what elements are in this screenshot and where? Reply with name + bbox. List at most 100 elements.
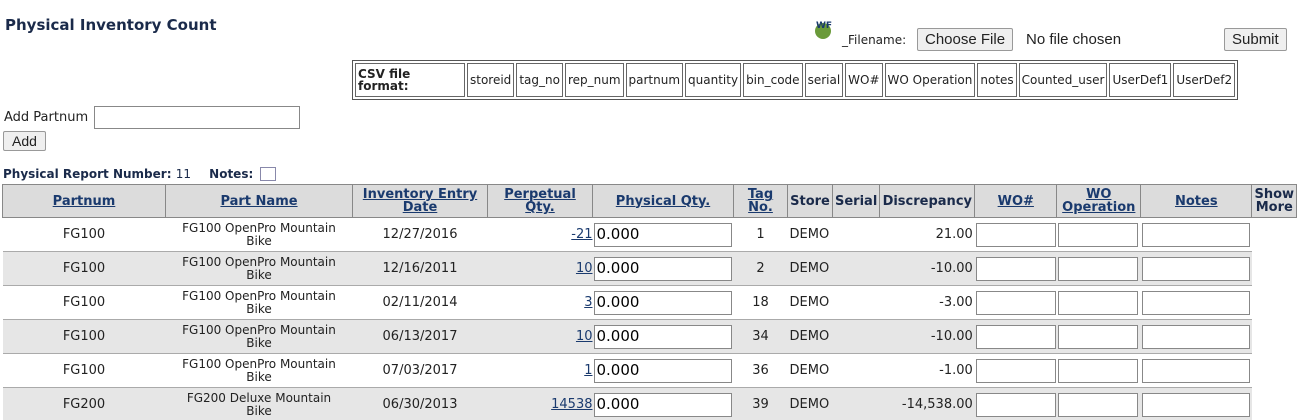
- physical-qty-input[interactable]: 0.000: [593, 324, 732, 349]
- column-header: Show More: [1251, 184, 1298, 218]
- sort-link[interactable]: Partnum: [52, 193, 116, 209]
- cell: 36: [733, 353, 788, 388]
- wo-input[interactable]: [975, 392, 1056, 417]
- cell: 02/11/2014: [352, 285, 488, 320]
- wo-input[interactable]: [975, 290, 1056, 315]
- cell: 06/13/2017: [352, 319, 488, 354]
- cell: DEMO: [787, 387, 833, 420]
- wo-input[interactable]: [975, 358, 1056, 383]
- physical-qty-input[interactable]: 0.000: [593, 392, 732, 417]
- cell: [1140, 217, 1252, 252]
- wo-operation-input[interactable]: [1057, 392, 1138, 417]
- perpetual-qty[interactable]: -21: [571, 227, 593, 242]
- sort-link[interactable]: WO#: [997, 193, 1034, 209]
- wo-input[interactable]: [975, 324, 1056, 349]
- csv-column: bin_code: [743, 63, 803, 97]
- notes-input[interactable]: [1141, 256, 1250, 281]
- cell: 34: [733, 319, 788, 354]
- cell: [1056, 353, 1141, 388]
- sort-link[interactable]: WO Operation: [1062, 187, 1136, 215]
- cell: FG100: [2, 319, 166, 354]
- table-row: FG100 FG100 OpenPro Mountain Bike 06/13/20…: [2, 319, 1297, 354]
- discrepancy: -14,538.00: [901, 397, 973, 412]
- cell: [832, 251, 880, 286]
- column-header: Physical Qty.: [592, 184, 734, 218]
- sort-link[interactable]: Inventory Entry Date: [362, 187, 478, 215]
- sort-link[interactable]: Physical Qty.: [615, 193, 711, 209]
- empty-cell: [1251, 319, 1297, 354]
- tag-no: 18: [752, 295, 769, 310]
- cell: [1056, 319, 1141, 354]
- notes-icon[interactable]: [260, 167, 277, 181]
- table-row: FG100 FG100 OpenPro Mountain Bike 02/11/20…: [2, 285, 1297, 320]
- notes-input[interactable]: [1141, 324, 1250, 349]
- header-text: Discrepancy: [882, 193, 972, 209]
- physical-qty: 0.000: [596, 224, 640, 243]
- wo-operation-input[interactable]: [1057, 290, 1138, 315]
- cell: [974, 353, 1057, 388]
- sort-link[interactable]: Tag No.: [747, 187, 774, 215]
- column-header: Store: [787, 184, 833, 218]
- cell: FG100: [2, 353, 166, 388]
- cell: 06/30/2013: [352, 387, 488, 420]
- notes-input[interactable]: [1141, 358, 1250, 383]
- wo-operation-input[interactable]: [1057, 358, 1138, 383]
- tag-no: 39: [752, 397, 769, 412]
- cell: [974, 217, 1057, 252]
- wo-operation-input[interactable]: [1057, 222, 1138, 247]
- cell: 18: [733, 285, 788, 320]
- wf-icon[interactable]: WF: [812, 18, 836, 40]
- notes-input[interactable]: [1141, 222, 1250, 247]
- csv-column: WO#: [845, 63, 883, 97]
- part-name: FG100 OpenPro Mountain Bike: [182, 254, 336, 282]
- cell: FG200 Deluxe Mountain Bike: [165, 387, 353, 420]
- column-header: Perpetual Qty.: [487, 184, 593, 218]
- store: DEMO: [789, 363, 830, 378]
- discrepancy: 21.00: [935, 227, 973, 242]
- notes-input[interactable]: [1141, 290, 1250, 315]
- wo-operation-input[interactable]: [1057, 256, 1138, 281]
- cell: FG200: [2, 387, 166, 420]
- physical-qty-input[interactable]: 0.000: [593, 222, 732, 247]
- cell: [1140, 285, 1252, 320]
- perpetual-qty[interactable]: 1: [584, 363, 593, 378]
- physical-qty-input[interactable]: 0.000: [593, 358, 732, 383]
- csv-column: UserDef1: [1109, 63, 1172, 97]
- header-row: Partnum Part Name Inventory Entry Date Perp…: [2, 184, 1298, 218]
- csv-label: CSV file format:: [355, 63, 465, 97]
- wo-input[interactable]: [975, 256, 1056, 281]
- cell: [832, 319, 880, 354]
- sort-link[interactable]: Notes: [1174, 193, 1218, 209]
- perpetual-qty[interactable]: 14538: [551, 397, 593, 412]
- column-header: WO#: [974, 184, 1058, 218]
- partnum: FG100: [62, 227, 106, 242]
- perpetual-qty[interactable]: 10: [575, 329, 593, 344]
- cell: [1140, 251, 1252, 286]
- cell: 07/03/2017: [352, 353, 488, 388]
- sort-link[interactable]: Perpetual Qty.: [504, 187, 576, 215]
- wo-operation-input[interactable]: [1057, 324, 1138, 349]
- cell: 12/27/2016: [352, 217, 488, 252]
- submit-button[interactable]: Submit: [1224, 28, 1287, 51]
- notes-input[interactable]: [1141, 392, 1250, 417]
- column-header: Tag No.: [733, 184, 788, 218]
- report-line: Physical Report Number: 11 Notes:: [3, 167, 277, 181]
- csv-column: WO Operation: [884, 63, 976, 97]
- perpetual-qty[interactable]: 3: [584, 295, 593, 310]
- choose-file-button[interactable]: Choose File: [917, 28, 1014, 51]
- empty-cell: [1251, 285, 1297, 320]
- add-button[interactable]: Add: [3, 131, 46, 151]
- physical-qty-input[interactable]: 0.000: [593, 256, 732, 281]
- perpetual-qty[interactable]: 10: [575, 261, 593, 276]
- physical-qty-input[interactable]: 0.000: [593, 290, 732, 315]
- wo-input[interactable]: [975, 222, 1056, 247]
- add-partnum-input[interactable]: [94, 106, 300, 129]
- cell: FG100 OpenPro Mountain Bike: [165, 217, 353, 252]
- store: DEMO: [789, 329, 830, 344]
- csv-column: serial: [804, 63, 844, 97]
- filename-label: _Filename:: [842, 33, 907, 47]
- cell: FG100 OpenPro Mountain Bike: [165, 319, 353, 354]
- cell: [1140, 319, 1252, 354]
- sort-link[interactable]: Part Name: [220, 193, 298, 209]
